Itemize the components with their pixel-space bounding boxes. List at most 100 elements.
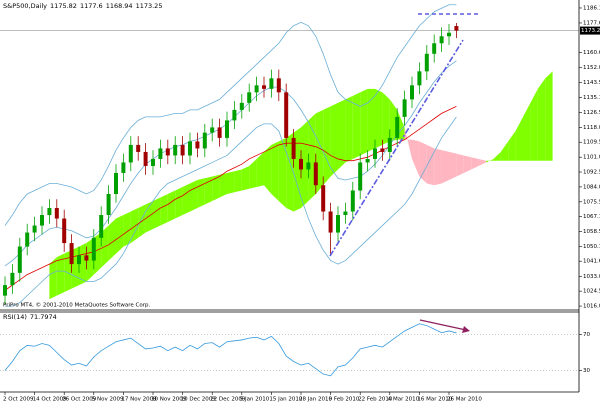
cloud-bull — [130, 208, 139, 244]
cloud-bull — [515, 116, 523, 161]
candle-body — [165, 148, 170, 156]
cloud-bull — [79, 243, 87, 286]
cloud-bull — [175, 186, 183, 219]
candle-body — [439, 36, 444, 44]
candle-body — [173, 144, 178, 156]
candle-body — [202, 132, 207, 149]
candle-body — [17, 246, 22, 273]
cloud-bull — [241, 165, 250, 191]
candle-body — [47, 208, 52, 216]
axis-layer: 1186.15 1177.60 1160.65 1152.05 1143.55 1135.… — [3, 5, 600, 403]
candle-body — [262, 85, 266, 89]
candle-body — [247, 92, 252, 103]
candle-body — [210, 127, 215, 133]
last-high: 1177.6 — [80, 2, 103, 10]
cloud-bull — [330, 102, 338, 177]
chart-title: S&P500,Daily 1175.82 1177.6 1168.94 1173.25 — [3, 2, 162, 10]
candle-body — [25, 232, 30, 247]
candle-body — [454, 26, 459, 31]
cloud-bull — [264, 144, 272, 194]
cloud-bull — [278, 137, 287, 209]
candle-body — [358, 162, 363, 191]
cloud-bull — [308, 113, 316, 202]
rsi-tick-label: 70 — [583, 332, 590, 338]
candle-body — [77, 255, 81, 265]
cloud-bull — [360, 88, 368, 156]
last-price-label: 1173.25 — [581, 28, 600, 34]
cloud-bull — [249, 158, 257, 189]
candle-body — [40, 215, 44, 226]
cloud-bull — [116, 215, 124, 254]
x-tick-label: 14 Oct 2009 — [33, 397, 68, 403]
candle-body — [269, 78, 274, 89]
divergence-arrow — [419, 319, 467, 331]
x-tick-label: 22 Dec 2009 — [210, 397, 246, 403]
cloud-bear — [478, 158, 486, 166]
candle-body — [306, 162, 311, 170]
x-tick-label: 16 Mar 2010 — [417, 397, 452, 403]
y-tick-label: 1109.55 — [583, 140, 600, 146]
candle-body — [188, 141, 192, 156]
candle-body — [402, 99, 407, 117]
y-tick-label: 1177.60 — [583, 20, 600, 26]
x-tick-label: 4 Mar 2010 — [388, 397, 420, 403]
candle-body — [276, 78, 281, 93]
candle-body — [217, 127, 222, 138]
y-tick-label: 1084.05 — [583, 184, 600, 190]
candle-body — [328, 211, 333, 233]
arrow-head — [462, 326, 470, 333]
candle-body — [373, 148, 377, 159]
cloud-bull — [256, 151, 264, 187]
candle-body — [151, 158, 155, 166]
candle-body — [336, 215, 340, 233]
cloud-bull — [375, 88, 383, 149]
y-tick-label: 1058.55 — [583, 229, 600, 235]
y-tick-label: 1033.05 — [583, 274, 600, 280]
last-low: 1168.94 — [106, 2, 133, 10]
copyright: PriPro MT4, © 2001-2010 MetaQuotes Softw… — [3, 302, 151, 309]
cloud-bull — [508, 130, 516, 161]
cloud-bear — [434, 148, 442, 186]
y-tick-label: 1024.55 — [583, 289, 600, 295]
last-open: 1175.82 — [50, 2, 77, 10]
cloud-bull — [323, 106, 331, 186]
x-tick-label: 2 Oct 2009 — [3, 397, 34, 403]
cloud-bull — [301, 120, 309, 209]
y-tick-label: 1143.55 — [583, 80, 600, 86]
candle-body — [321, 185, 326, 212]
cloud-bull — [190, 179, 198, 212]
candle-body — [387, 137, 392, 152]
cloud-bull — [367, 88, 375, 152]
y-tick-label: 1118.00 — [583, 125, 600, 131]
x-tick-label: 26 Mar 2010 — [447, 397, 482, 403]
y-tick-label: 1160.65 — [583, 50, 600, 56]
candle-body — [143, 151, 148, 166]
cloud-bull — [160, 193, 168, 226]
cloud-bull — [338, 99, 346, 170]
candle-body — [158, 148, 163, 159]
cloud-bull — [167, 190, 176, 223]
candle-body — [350, 190, 355, 212]
cloud-bull — [345, 95, 353, 163]
candle-body — [10, 272, 15, 286]
indicator-layer — [0, 4, 579, 307]
cloud-bull — [182, 183, 190, 216]
candle-body — [91, 237, 96, 261]
candle-body — [225, 120, 229, 138]
cloud-bull — [545, 71, 553, 161]
indicator-line — [4, 60, 457, 267]
cloud-bull — [523, 102, 531, 161]
cloud-bull — [204, 176, 213, 205]
x-tick-label: 10 Dec 2009 — [181, 397, 217, 403]
cloud-bull — [493, 151, 501, 161]
y-tick-label: 1016.05 — [583, 304, 600, 310]
cloud-bull — [234, 169, 242, 193]
y-tick-label: 1152.05 — [583, 65, 600, 71]
candle-body — [365, 158, 370, 163]
candle-body — [343, 211, 348, 216]
cloud-bear — [449, 151, 457, 180]
cloud-bear — [419, 141, 427, 184]
x-tick-label: 9 Feb 2010 — [329, 397, 360, 403]
rsi-tick-label: 30 — [583, 368, 590, 374]
candle-layer — [3, 22, 459, 305]
